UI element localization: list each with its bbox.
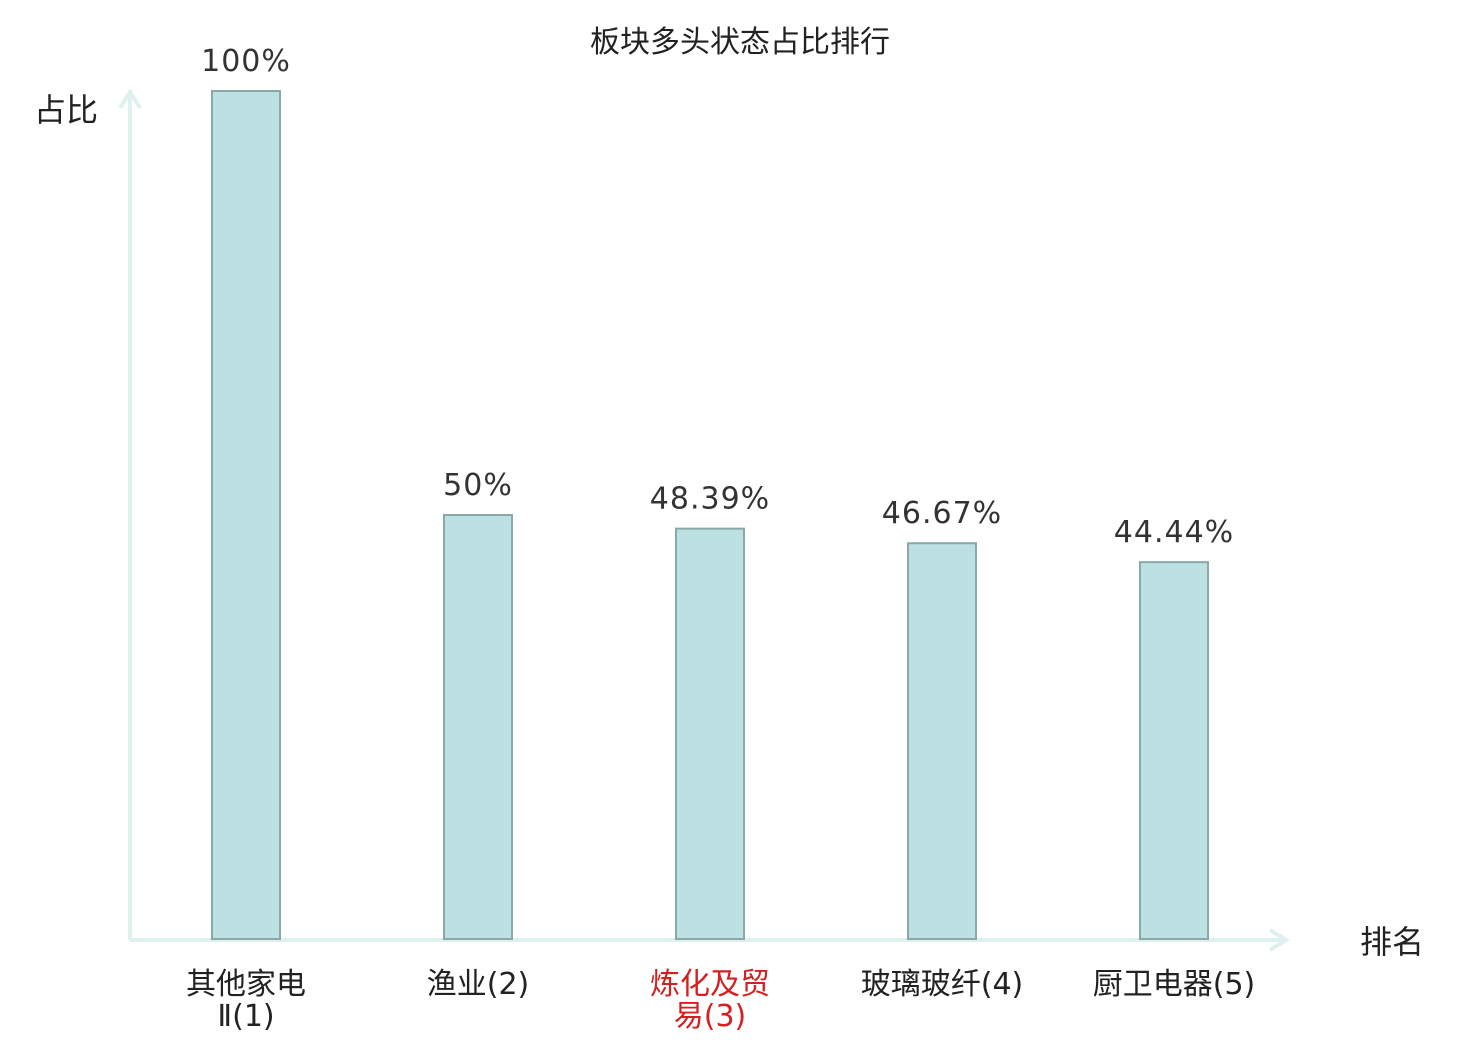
category-label-3: 炼化及贸易(3) [650,967,770,1034]
value-label-4: 46.67% [882,496,1002,531]
value-label-2: 50% [443,468,513,503]
value-labels-group: 100% 50% 48.39% 46.67% 44.44% [201,44,1234,550]
y-axis-arrow [118,88,142,110]
category-labels-group: 其他家电 Ⅱ(1) 渔业(2) 炼化及贸易(3) 玻璃玻纤(4) 厨卫电器(5) [186,967,1255,1034]
x-axis-arrow [1268,928,1290,952]
bar-5 [1139,561,1209,940]
value-label-3: 48.39% [650,482,770,517]
y-axis-label: 占比 [34,91,98,129]
bar-2 [443,514,513,940]
category-label-4: 玻璃玻纤(4) [861,967,1024,1002]
value-label-1: 100% [201,44,291,79]
category-label-1: 其他家电 Ⅱ(1) [186,967,306,1034]
x-axis-label: 排名 [1360,923,1424,961]
chart-title: 板块多头状态占比排行 [590,25,890,60]
bar-1 [211,90,281,940]
value-label-5: 44.44% [1114,515,1234,550]
category-label-2: 渔业(2) [427,967,530,1002]
bar-3 [675,527,745,940]
category-label-5: 厨卫电器(5) [1093,967,1256,1002]
bar-4 [907,542,977,940]
bars-group [211,90,1209,940]
